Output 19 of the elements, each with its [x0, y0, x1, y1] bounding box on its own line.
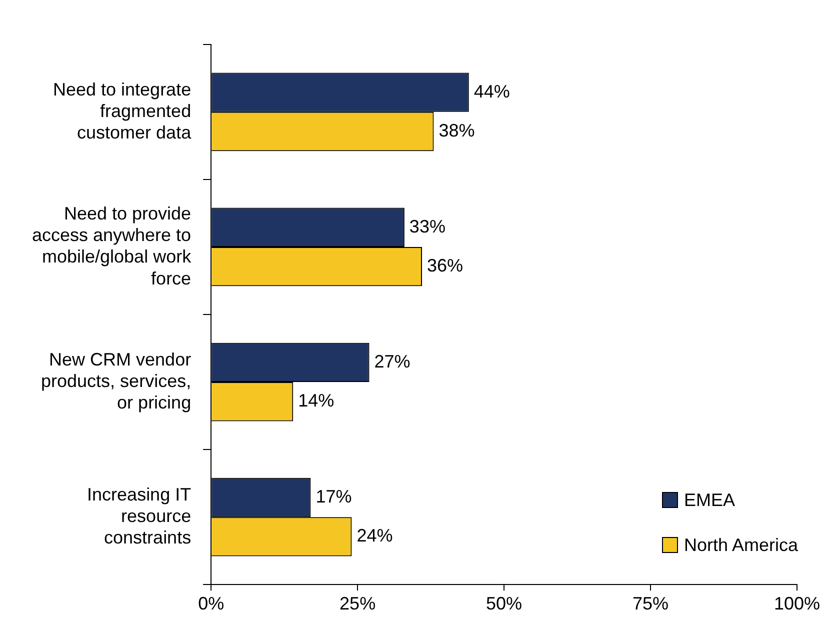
x-tick-label: 0% — [198, 593, 224, 614]
data-label: 24% — [356, 526, 393, 546]
y-tick-label: New CRM vendor products, services, or pricing — [41, 349, 192, 413]
data-label: 33% — [409, 216, 446, 236]
y-tick-label: Need to integrate fragmented customer data — [52, 79, 192, 142]
y-tick-label: Increasing IT resource constraints — [87, 484, 192, 548]
y-tick-label: Need to provide access anywhere to mobile/global work force — [32, 204, 192, 288]
data-label: 44% — [474, 81, 510, 102]
data-label: 27% — [374, 351, 410, 372]
x-tick-label: 75% — [632, 593, 669, 614]
legend-label: EMEA — [684, 490, 736, 511]
data-label: 14% — [298, 390, 334, 411]
x-tick-label: 100% — [774, 593, 820, 614]
x-tick-label: 50% — [486, 593, 522, 614]
data-label: 36% — [427, 256, 464, 276]
x-tick-label: 25% — [340, 593, 376, 614]
data-label: 38% — [438, 120, 475, 140]
data-label: 17% — [316, 486, 352, 506]
legend-label: North America — [684, 534, 798, 556]
